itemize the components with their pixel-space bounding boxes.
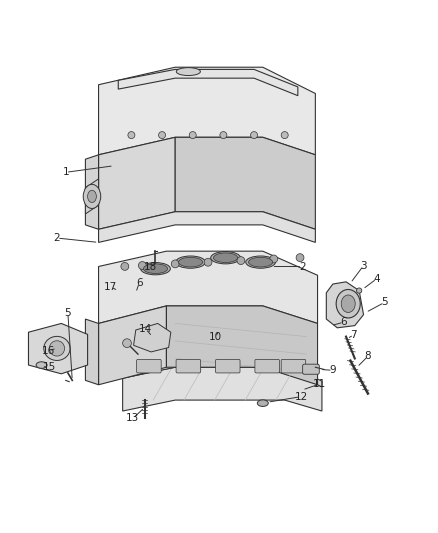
Circle shape xyxy=(270,255,278,263)
Ellipse shape xyxy=(249,257,272,267)
Polygon shape xyxy=(85,155,99,229)
FancyBboxPatch shape xyxy=(215,359,240,373)
Polygon shape xyxy=(123,367,322,411)
Text: 9: 9 xyxy=(329,365,336,375)
Polygon shape xyxy=(99,67,315,155)
Ellipse shape xyxy=(83,184,101,208)
Text: 8: 8 xyxy=(364,351,371,361)
Polygon shape xyxy=(326,282,364,328)
Circle shape xyxy=(171,260,179,268)
Polygon shape xyxy=(134,324,171,352)
Ellipse shape xyxy=(357,288,362,293)
Polygon shape xyxy=(99,251,318,324)
Text: 7: 7 xyxy=(350,330,357,340)
Polygon shape xyxy=(99,138,175,229)
Text: 11: 11 xyxy=(313,379,326,389)
Circle shape xyxy=(123,339,131,348)
FancyBboxPatch shape xyxy=(255,359,279,373)
Polygon shape xyxy=(175,138,315,229)
Circle shape xyxy=(138,262,146,270)
FancyBboxPatch shape xyxy=(176,359,201,373)
FancyBboxPatch shape xyxy=(281,359,306,373)
Text: 3: 3 xyxy=(360,261,367,271)
Circle shape xyxy=(220,132,227,139)
Polygon shape xyxy=(166,306,318,385)
Circle shape xyxy=(296,254,304,262)
Text: 16: 16 xyxy=(42,345,55,356)
Circle shape xyxy=(251,132,258,139)
Text: 10: 10 xyxy=(209,333,222,343)
Ellipse shape xyxy=(36,362,47,368)
Ellipse shape xyxy=(49,341,65,356)
Ellipse shape xyxy=(211,252,240,264)
Ellipse shape xyxy=(246,256,276,268)
Polygon shape xyxy=(85,319,99,385)
Ellipse shape xyxy=(44,336,70,360)
Polygon shape xyxy=(123,361,322,387)
Text: 6: 6 xyxy=(136,278,143,288)
Polygon shape xyxy=(99,306,166,385)
Circle shape xyxy=(204,259,212,266)
Text: 2: 2 xyxy=(299,262,306,271)
Ellipse shape xyxy=(88,190,96,203)
Text: 2: 2 xyxy=(53,233,60,243)
Text: 5: 5 xyxy=(381,297,388,308)
Circle shape xyxy=(189,132,196,139)
Circle shape xyxy=(121,262,129,270)
Polygon shape xyxy=(118,69,298,96)
Text: 5: 5 xyxy=(64,309,71,318)
Polygon shape xyxy=(99,212,315,243)
Ellipse shape xyxy=(176,256,205,268)
Circle shape xyxy=(237,257,245,264)
Text: 14: 14 xyxy=(139,324,152,334)
FancyBboxPatch shape xyxy=(303,364,319,374)
Polygon shape xyxy=(85,179,99,214)
Ellipse shape xyxy=(141,263,170,275)
Circle shape xyxy=(281,132,288,139)
Text: 17: 17 xyxy=(104,282,117,292)
Text: 6: 6 xyxy=(340,317,347,327)
Ellipse shape xyxy=(341,295,355,312)
Text: 13: 13 xyxy=(126,414,139,424)
Ellipse shape xyxy=(176,68,200,76)
Text: 4: 4 xyxy=(373,274,380,284)
Text: 18: 18 xyxy=(144,262,157,272)
Text: 12: 12 xyxy=(295,392,308,401)
Circle shape xyxy=(159,132,166,139)
Circle shape xyxy=(128,132,135,139)
FancyBboxPatch shape xyxy=(137,359,161,373)
Text: 1: 1 xyxy=(62,167,69,177)
Ellipse shape xyxy=(257,400,268,407)
Ellipse shape xyxy=(213,253,237,263)
Ellipse shape xyxy=(336,289,360,318)
Ellipse shape xyxy=(143,264,167,273)
Text: 15: 15 xyxy=(43,362,56,372)
Polygon shape xyxy=(28,324,88,374)
Ellipse shape xyxy=(179,257,202,267)
